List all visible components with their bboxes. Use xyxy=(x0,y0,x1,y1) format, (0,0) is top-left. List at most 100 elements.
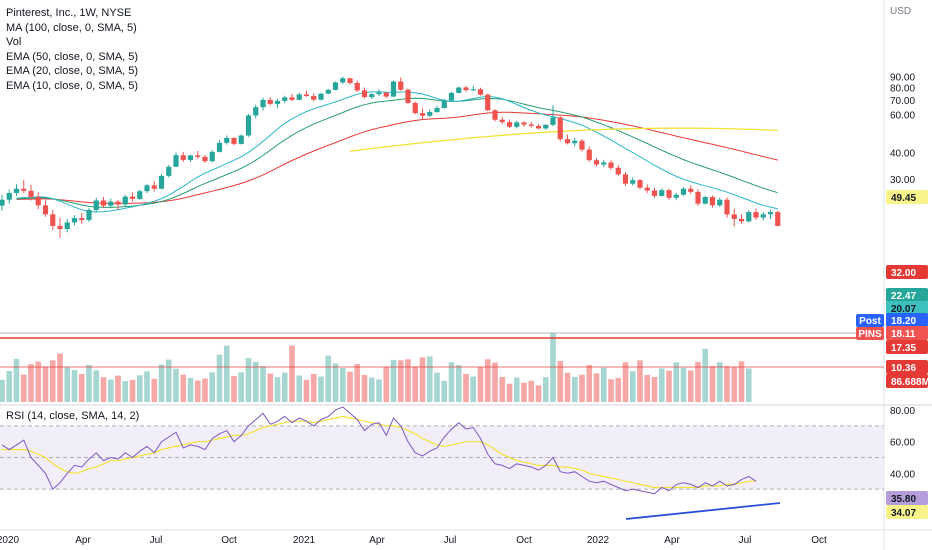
candle xyxy=(666,188,672,200)
candle xyxy=(318,92,324,101)
support-badge: 17.35 xyxy=(891,343,916,354)
candle-body xyxy=(238,135,244,144)
volume-bar xyxy=(383,366,390,402)
vol-value-badge: 86.688M xyxy=(891,377,930,388)
candle-body xyxy=(180,155,186,160)
candle-body xyxy=(354,82,360,91)
candle-body xyxy=(282,97,288,101)
candle-body xyxy=(550,117,556,125)
candle xyxy=(528,122,534,128)
candle xyxy=(680,187,687,196)
candle-body xyxy=(738,218,745,222)
candle-body xyxy=(528,124,534,126)
time-tick-label: Jul xyxy=(739,535,752,546)
candle-body xyxy=(622,174,629,184)
candle-body xyxy=(441,100,447,109)
candle xyxy=(506,119,513,129)
candle-body xyxy=(21,188,27,191)
candle-body xyxy=(680,188,687,195)
candle xyxy=(57,217,63,238)
candle xyxy=(702,195,708,205)
ema10-badge: 20.07 xyxy=(891,304,916,315)
volume-bar xyxy=(129,379,136,402)
indicator-ma100[interactable]: MA (100, close, 0, SMA, 5) xyxy=(6,21,137,34)
candle-body xyxy=(398,81,404,90)
candle xyxy=(448,91,455,102)
currency-label: USD xyxy=(890,6,911,17)
volume-bar xyxy=(231,375,237,402)
candle-body xyxy=(477,89,484,95)
rsi-legend[interactable]: RSI (14, close, SMA, 14, 2) xyxy=(6,410,140,422)
close-title-bg xyxy=(856,327,884,340)
candle-body xyxy=(767,212,774,215)
candle-body xyxy=(369,94,375,98)
indicator-vol[interactable]: Vol xyxy=(6,36,22,49)
volume-bar xyxy=(107,379,114,402)
time-tick-label: 2022 xyxy=(587,535,610,546)
volume-bar xyxy=(42,366,49,402)
candle-body xyxy=(717,199,723,206)
rsi-value-badge: 34.07 xyxy=(891,508,916,519)
time-tick-label: Oct xyxy=(811,535,827,546)
rsi-tick-label: 60.00 xyxy=(890,438,915,449)
candle xyxy=(71,215,78,226)
candle xyxy=(688,185,694,195)
volume-bar xyxy=(579,374,585,402)
candle-body xyxy=(202,156,208,162)
volume-bar xyxy=(571,376,578,402)
candle xyxy=(187,154,194,162)
ema50-line xyxy=(16,111,778,204)
volume-bar xyxy=(658,368,665,402)
candle-body xyxy=(630,180,636,184)
volume-bar xyxy=(709,366,716,402)
volume-bar xyxy=(35,361,42,402)
ema50-badge: 32.00 xyxy=(891,268,916,279)
candle-body xyxy=(695,191,701,204)
candle xyxy=(492,109,498,122)
close-value-badge: 18.11 xyxy=(891,329,916,340)
candle xyxy=(521,121,527,127)
candles xyxy=(0,76,781,238)
indicator-ema10[interactable]: EMA (10, close, 0, SMA, 5) xyxy=(6,79,139,92)
candle-body xyxy=(35,197,41,206)
candle-body xyxy=(137,191,143,199)
candle-body xyxy=(332,82,339,90)
volume-bar xyxy=(731,367,738,402)
candle-body xyxy=(42,205,49,215)
ema20-badge: 22.47 xyxy=(891,291,916,302)
candle-body xyxy=(608,162,614,168)
volume-bar xyxy=(86,364,92,402)
volume-bar xyxy=(434,372,440,402)
candle xyxy=(572,138,578,147)
candle-body xyxy=(151,185,157,189)
volume-bar xyxy=(180,374,187,402)
candle-body xyxy=(514,122,520,127)
candle-body xyxy=(470,89,476,91)
volume-bar xyxy=(463,373,469,402)
indicator-ema20[interactable]: EMA (20, close, 0, SMA, 5) xyxy=(6,65,139,78)
candle xyxy=(579,139,585,152)
candle xyxy=(100,197,107,208)
vol-level-badge: 10.36 xyxy=(891,363,916,374)
candle-body xyxy=(166,166,172,176)
candle-body xyxy=(100,200,107,206)
close-value-badge-bg xyxy=(886,326,928,340)
candle xyxy=(166,165,172,178)
candle-body xyxy=(6,192,12,200)
candle xyxy=(122,194,128,207)
candle-body xyxy=(419,113,426,116)
candle-body xyxy=(340,78,346,83)
candle xyxy=(485,93,491,112)
volume-bar xyxy=(622,362,629,402)
indicator-ema50[interactable]: EMA (50, close, 0, SMA, 5) xyxy=(6,50,139,63)
volume-bar xyxy=(550,333,556,402)
candle-body xyxy=(448,92,455,101)
volume-bar xyxy=(354,364,361,402)
candle-body xyxy=(673,194,679,198)
candle-body xyxy=(158,175,165,189)
candle xyxy=(724,197,730,218)
volume-bar xyxy=(470,376,477,402)
ema10-badge-bg xyxy=(886,301,928,315)
volume-bar xyxy=(209,372,216,402)
